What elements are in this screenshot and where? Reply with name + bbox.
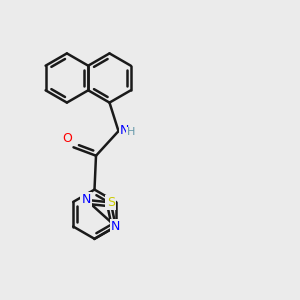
- Text: N: N: [111, 220, 121, 233]
- Text: O: O: [62, 132, 72, 145]
- Text: S: S: [107, 196, 115, 209]
- Text: H: H: [127, 127, 135, 137]
- Text: N: N: [120, 124, 129, 137]
- Text: N: N: [82, 194, 91, 206]
